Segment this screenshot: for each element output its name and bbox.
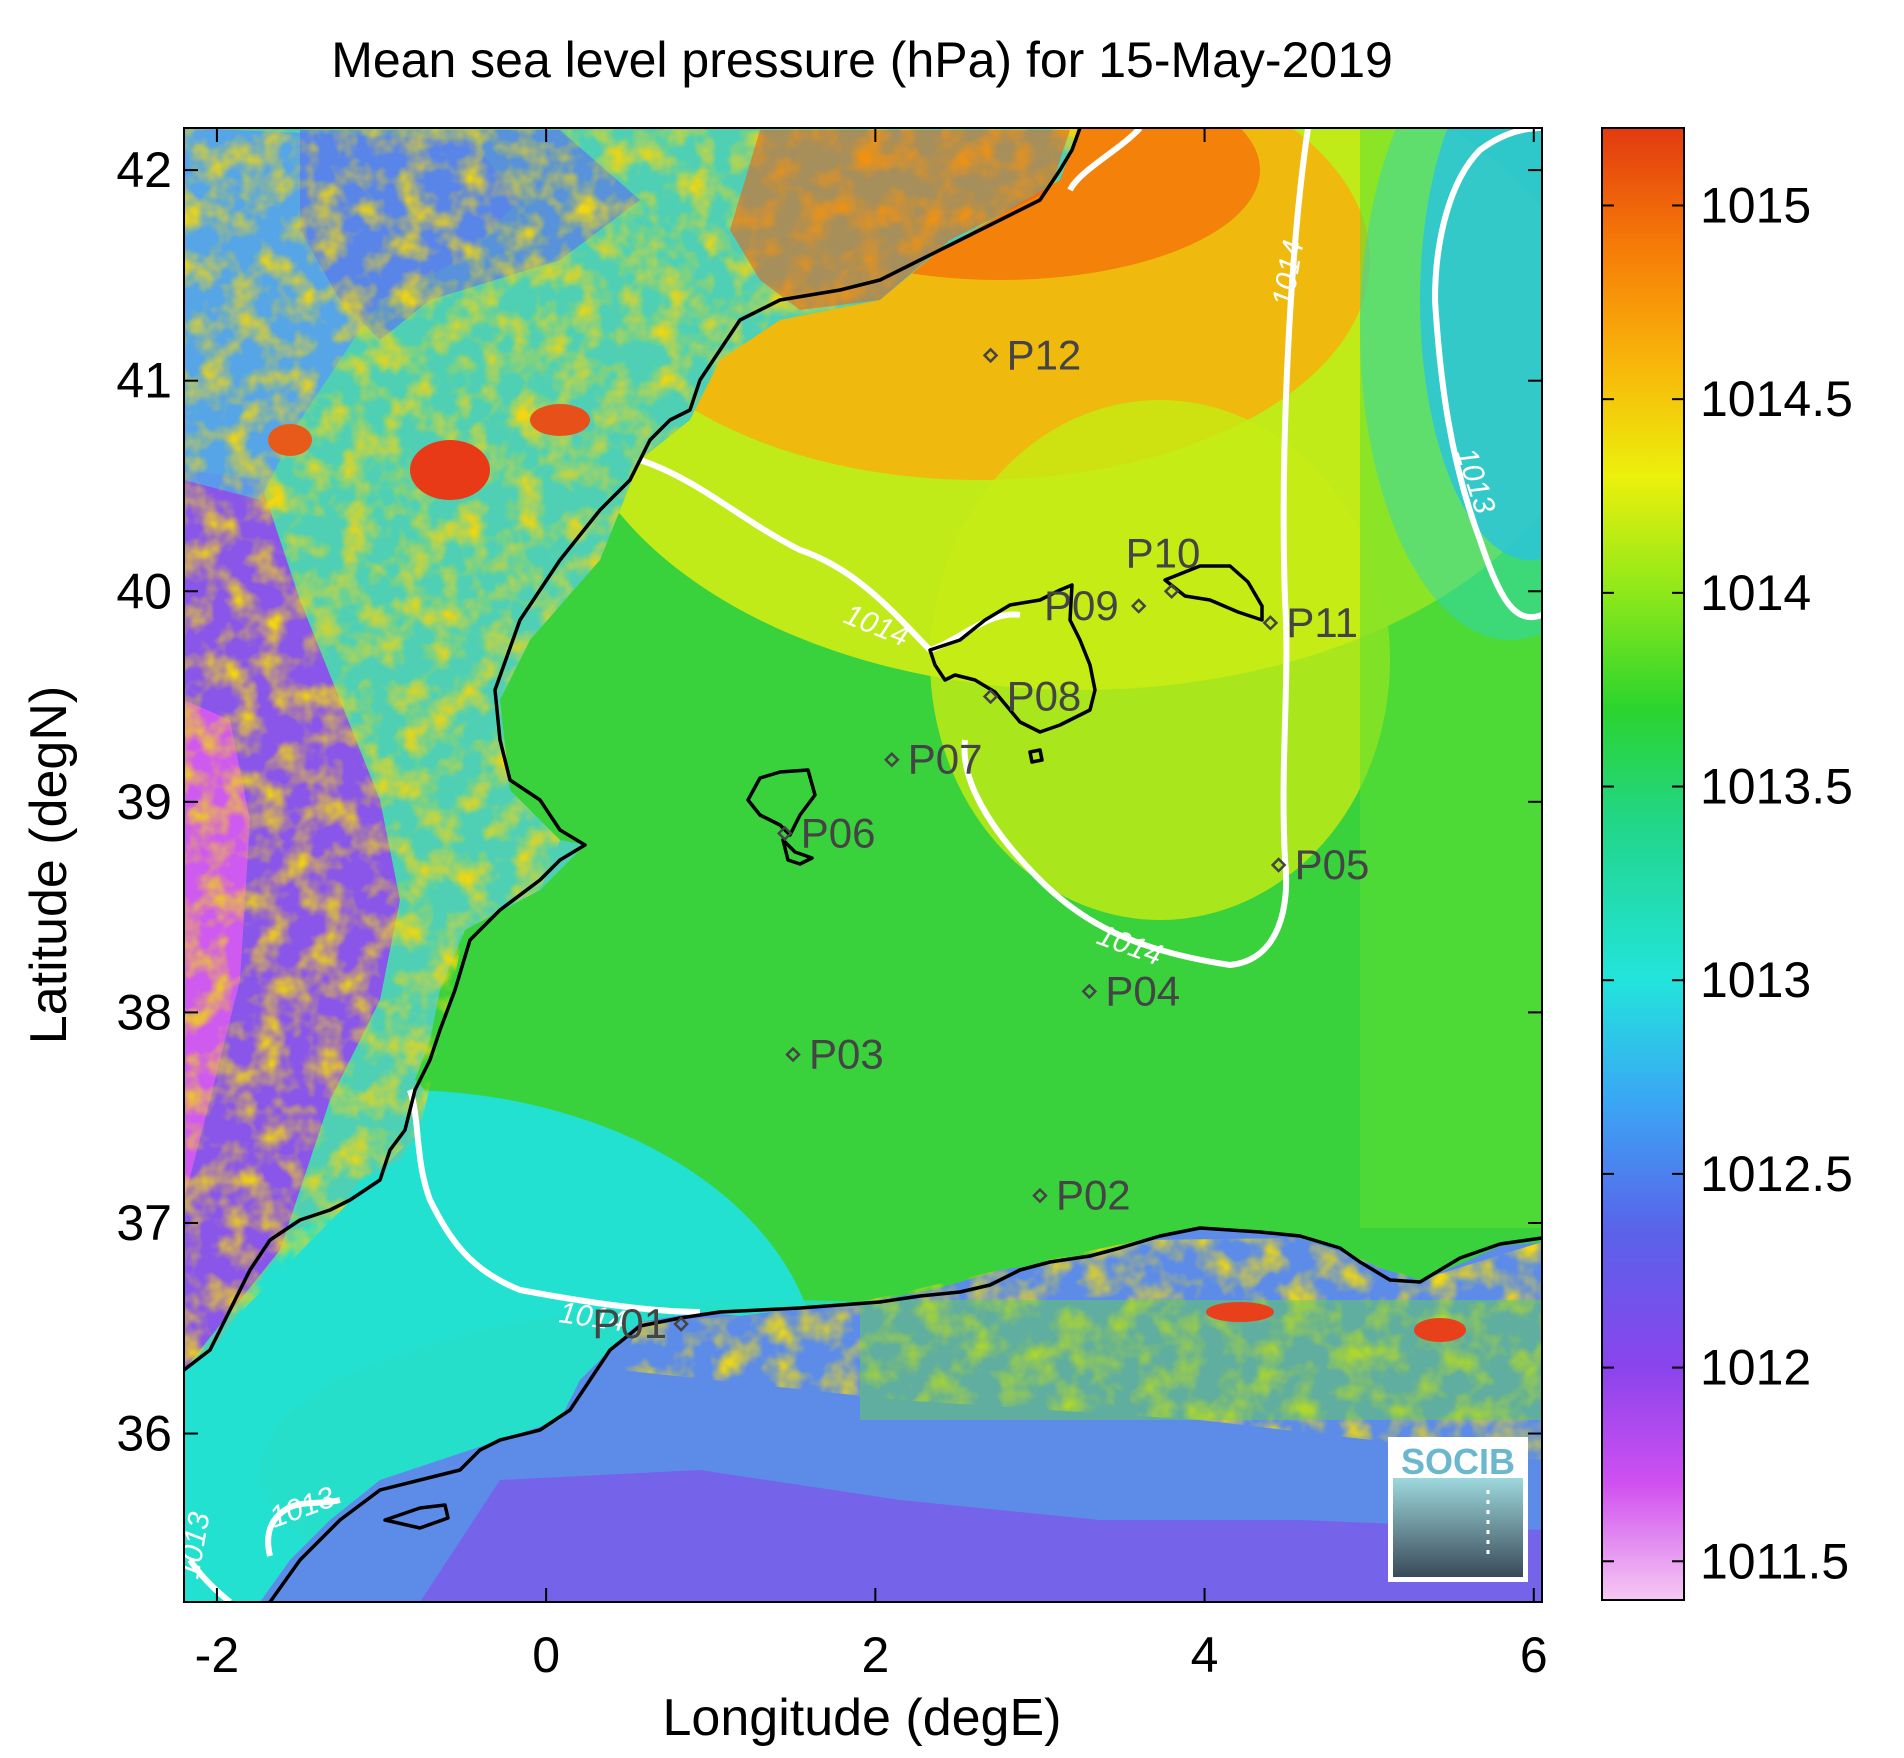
station-label: P08	[1007, 673, 1082, 720]
contour-1013-west	[407, 1089, 701, 1315]
y-tick-label: 39	[116, 774, 172, 830]
station-marker	[1163, 583, 1180, 600]
station-marker	[777, 825, 793, 842]
africa-red-patch	[1206, 1302, 1274, 1322]
x-tick-label: 2	[861, 1627, 889, 1683]
map-title: Mean sea level pressure (hPa) for 15-May…	[331, 32, 1393, 88]
northeast-low-edge	[1360, 128, 1542, 640]
iberia-terrain	[184, 128, 1080, 1370]
colorbar	[1601, 127, 1685, 1601]
station-label: P07	[908, 736, 983, 783]
africa-terrain	[620, 1238, 1542, 1460]
colorbar-tick-label: 1013.5	[1700, 759, 1853, 815]
colorbar-tick-label: 1014	[1700, 565, 1811, 621]
x-tick-label: 0	[532, 1627, 560, 1683]
coast-cabrera	[1028, 748, 1044, 764]
coast-alboran	[383, 1503, 450, 1530]
y-tick-label: 36	[116, 1406, 172, 1462]
map-frame	[183, 127, 1543, 1603]
coast-formentera	[781, 838, 814, 866]
station-marker	[1270, 857, 1287, 873]
station-marker	[982, 688, 999, 705]
station-marker	[1032, 1187, 1048, 1204]
contour-1013-sw2	[187, 1558, 232, 1602]
colorbar-tick-label: 1014.5	[1700, 371, 1853, 427]
coast-ibiza	[746, 768, 817, 837]
station-label: P12	[1007, 331, 1082, 378]
station-marker	[1262, 615, 1279, 631]
africa-green-fringe	[860, 1300, 1542, 1420]
station-label: P01	[592, 1300, 667, 1347]
x-axis: -2 0 2 4 6	[195, 128, 1548, 1683]
colorbar-tick-label: 1011.5	[1700, 1533, 1849, 1589]
y-tick-label: 38	[116, 984, 172, 1040]
north-africa-purple	[420, 1470, 1542, 1602]
station-marker	[982, 347, 999, 364]
y-tick-label: 42	[116, 142, 172, 198]
station-label: P10	[1126, 529, 1201, 576]
coast-iberia	[184, 128, 1082, 1372]
station-marker	[1081, 983, 1098, 1000]
y-tick-label: 41	[116, 353, 172, 409]
northeast-low	[1420, 128, 1542, 560]
colorbar-tick-label: 1013	[1700, 952, 1811, 1008]
y-axis: 36 37 38 39 40 41 42	[116, 142, 1542, 1462]
y-tick-label: 40	[116, 563, 172, 619]
contour-1013-sw1	[265, 1497, 341, 1557]
contour-1014-d	[1067, 128, 1143, 192]
logo-text: SOCIB	[1401, 1441, 1515, 1482]
x-tick-label: 4	[1191, 1627, 1219, 1683]
coast-mallorca	[928, 583, 1097, 734]
colorbar-ticks: 1011.5 1012 1012.5 1013 1013.5 1014 1014.5 1015	[1602, 177, 1853, 1589]
africa-red-patch-2	[1414, 1318, 1466, 1342]
station-marker	[785, 1046, 801, 1063]
colorbar-tick-label: 1015	[1700, 177, 1811, 233]
terrain-red-patch-2	[530, 404, 590, 436]
station-label: P04	[1105, 967, 1180, 1014]
socib-logo: SOCIB	[1388, 1437, 1528, 1582]
colorbar-tick-label: 1012	[1700, 1340, 1811, 1396]
x-tick-label: -2	[195, 1627, 239, 1683]
coast-menorca	[1163, 564, 1264, 622]
coastlines	[184, 128, 1542, 1602]
contour-1014-c	[961, 128, 1311, 968]
iberia-northeast-red	[730, 130, 1070, 310]
y-axis-label: Latitude (degN)	[20, 686, 78, 1044]
station-marker	[884, 751, 900, 768]
map-area: 1014 1014 1014 1014 1013 1013 1013 P01P0…	[184, 128, 1542, 1602]
contour-1014-a	[639, 457, 933, 653]
contour-lines	[187, 128, 1542, 1602]
station-label: P11	[1286, 599, 1358, 646]
station-marker	[1130, 598, 1147, 614]
y-tick-label: 37	[116, 1195, 172, 1251]
station-marker	[673, 1316, 689, 1332]
station-label: P09	[1044, 582, 1119, 629]
colorbar-tick-label: 1012.5	[1700, 1146, 1853, 1202]
station-label: P03	[809, 1031, 884, 1078]
terrain-red-patch	[410, 440, 490, 500]
x-axis-label: Longitude (degE)	[663, 1689, 1062, 1747]
terrain-red-patch-3	[268, 424, 312, 456]
logo-gradient	[1393, 1478, 1523, 1577]
station-label: P02	[1056, 1172, 1131, 1219]
yellow-center	[930, 400, 1390, 920]
contour-1013-east	[1432, 128, 1542, 621]
x-tick-label: 6	[1520, 1627, 1548, 1683]
station-label: P06	[801, 809, 876, 856]
station-label: P05	[1295, 841, 1370, 888]
coast-africa	[268, 1226, 1542, 1602]
